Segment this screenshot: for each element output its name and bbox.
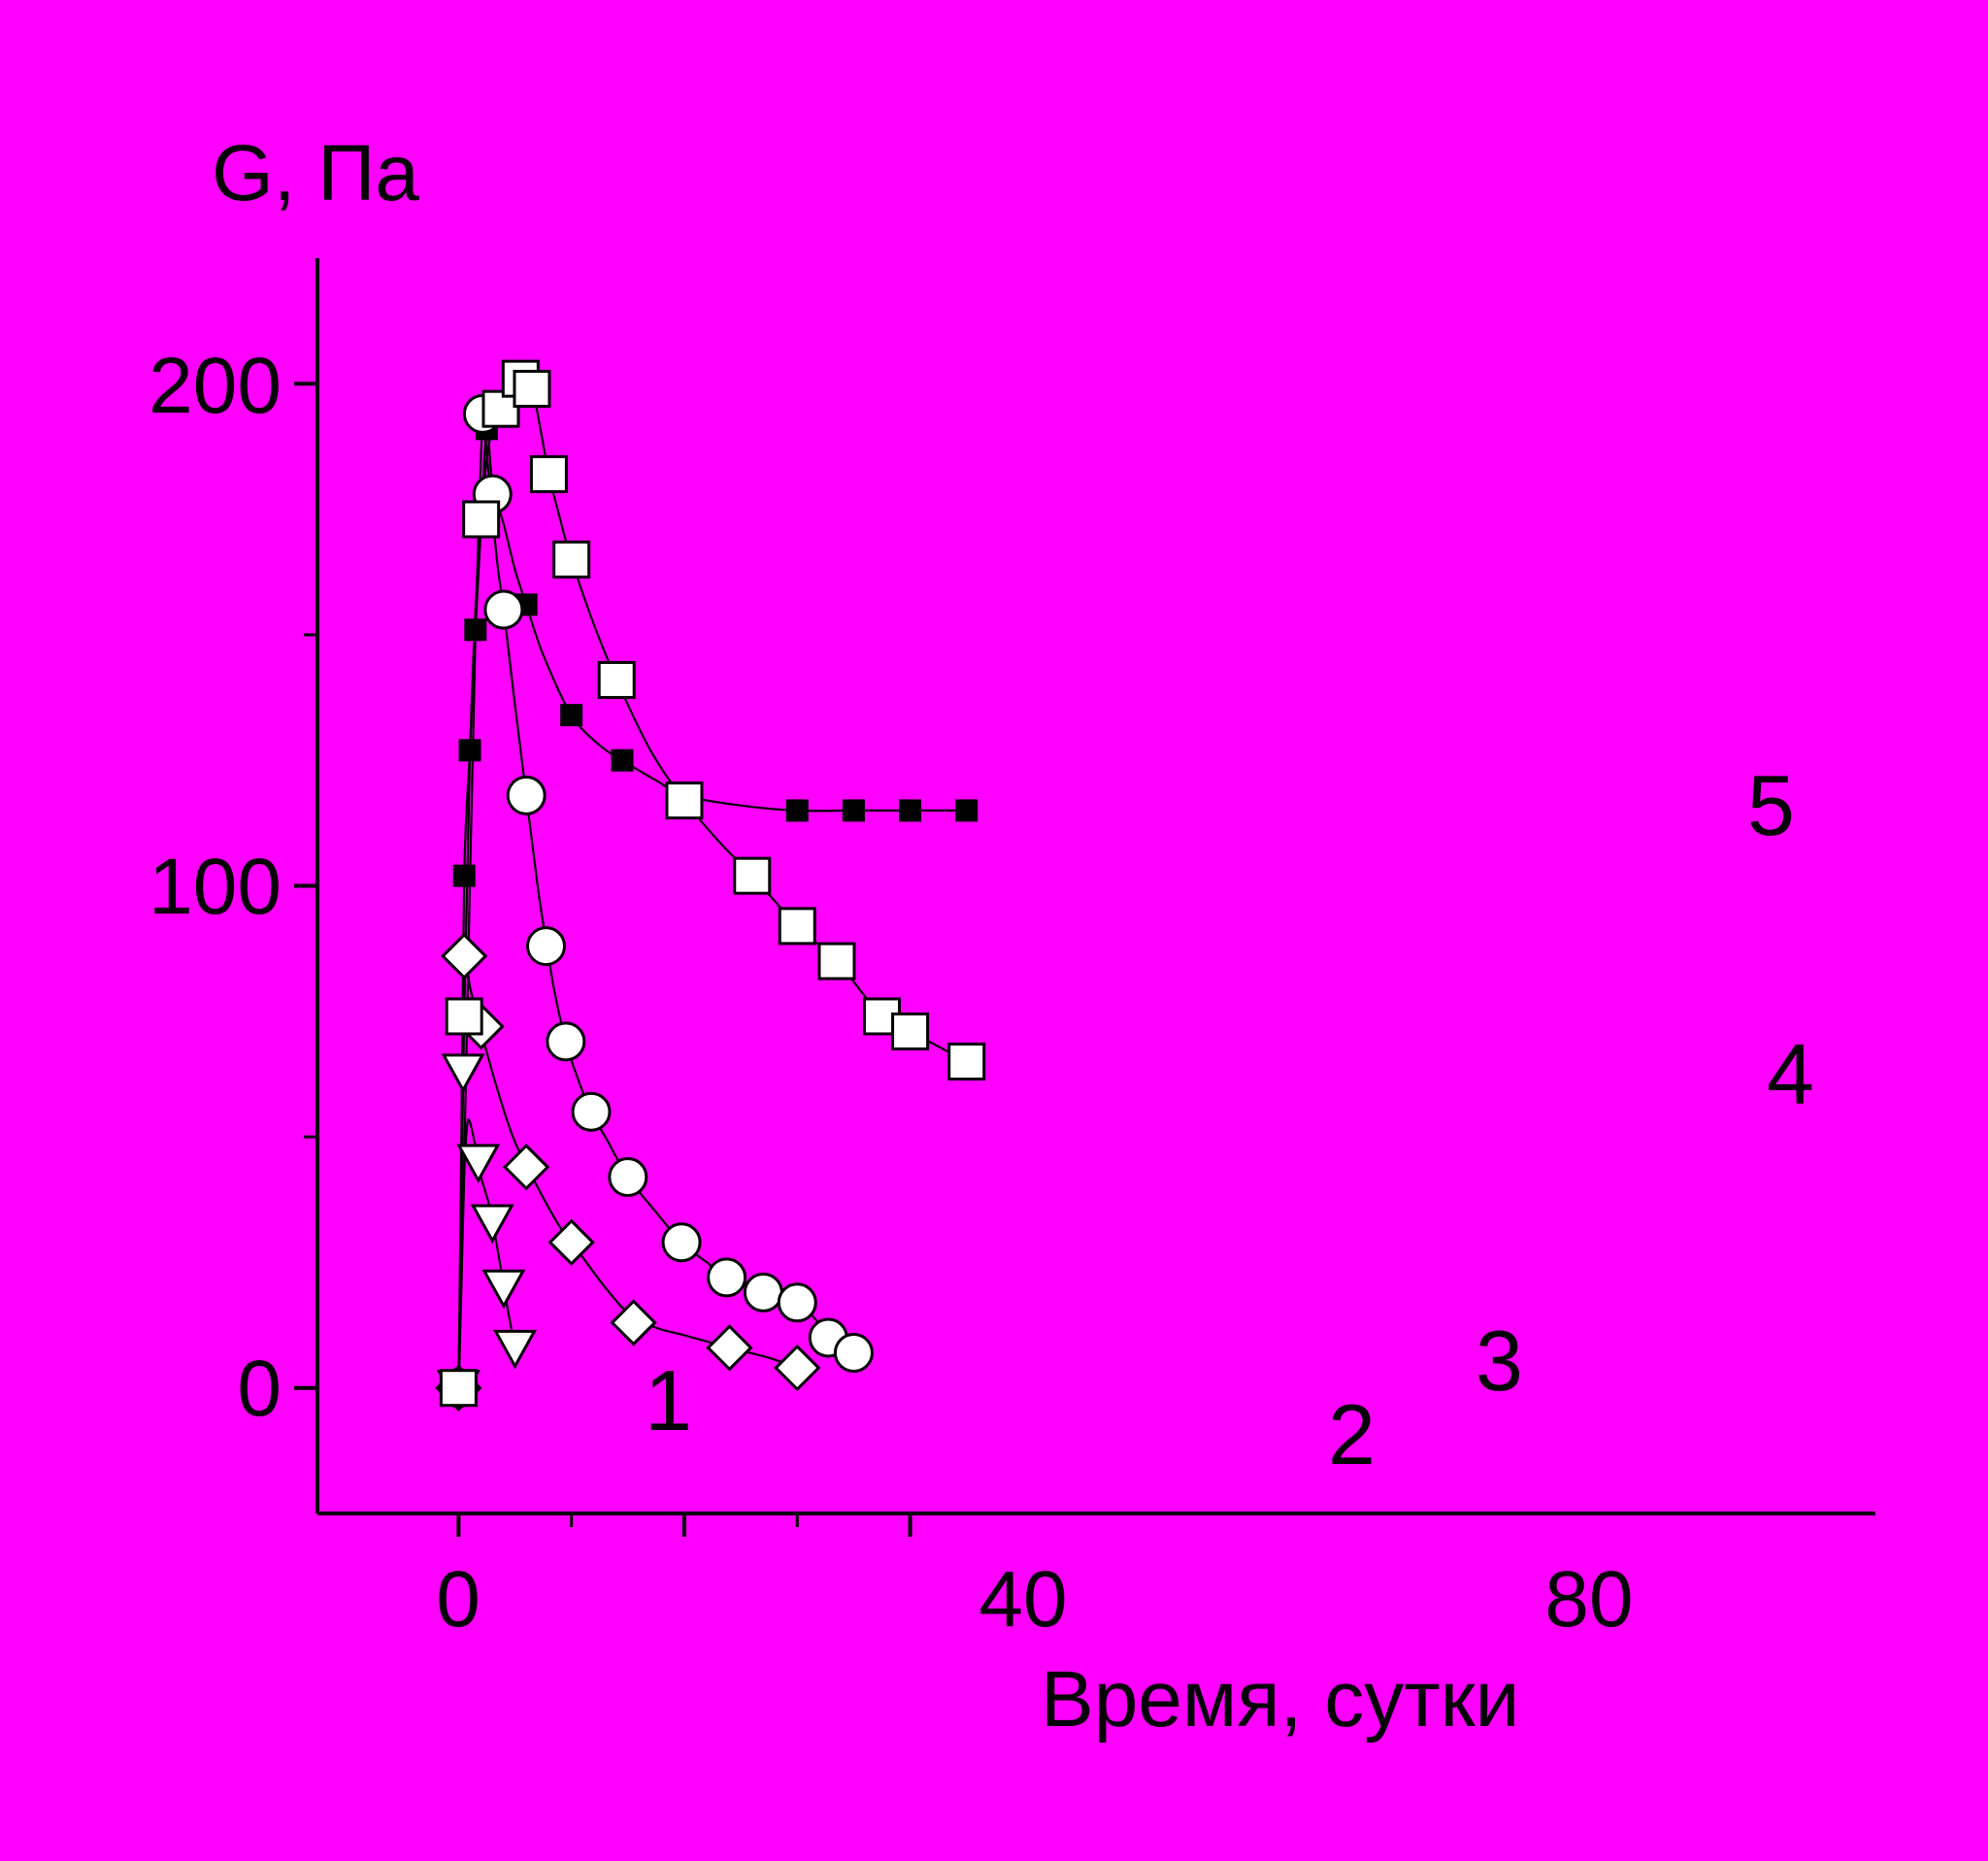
series-4-point-5 — [513, 369, 551, 408]
series-5-point-2 — [464, 618, 487, 642]
series-1-point-1 — [441, 1053, 485, 1093]
series-4-point-2 — [462, 500, 501, 539]
series-4-point-8 — [597, 660, 636, 699]
series-4-point-11 — [778, 907, 816, 946]
series-3-point-6 — [546, 1021, 586, 1062]
x-tick-label-80: 80 — [1544, 1555, 1633, 1644]
series-4-point-12 — [817, 942, 856, 980]
y-tick-label-100: 100 — [149, 843, 282, 931]
series-4-point-7 — [552, 540, 591, 579]
series-5-point-10 — [899, 799, 922, 822]
series-3-point-9 — [661, 1222, 702, 1263]
series-2-point-6 — [706, 1324, 753, 1372]
series-3-point-4 — [506, 775, 547, 815]
series-3-point-11 — [743, 1272, 783, 1313]
series-2-point-3 — [503, 1144, 550, 1191]
series-5-point-0 — [452, 864, 476, 887]
series-3-point-8 — [608, 1156, 648, 1197]
series-4-point-0 — [439, 1369, 478, 1408]
series-4-point-15 — [947, 1043, 986, 1081]
series-5-line — [457, 427, 967, 1388]
series-3-point-5 — [526, 926, 567, 967]
y-tick-label-0: 0 — [237, 1345, 282, 1433]
series-5-point-9 — [842, 799, 865, 822]
y-axis-title: G, Па — [212, 129, 419, 217]
series-2-point-4 — [547, 1218, 595, 1266]
series-5-point-5 — [560, 704, 583, 727]
series-label-4: 4 — [1767, 1026, 1814, 1122]
series-1-point-5 — [492, 1329, 538, 1370]
series-4-point-6 — [529, 454, 568, 493]
series-2-point-1 — [441, 932, 488, 980]
x-axis-title: Время, сутки — [1041, 1655, 1519, 1744]
series-1-point-2 — [456, 1144, 501, 1184]
series-5-point-1 — [458, 739, 481, 762]
series-4-point-1 — [445, 997, 483, 1036]
series-3-point-14 — [833, 1332, 874, 1373]
series-3-point-3 — [483, 589, 524, 630]
series-3-point-10 — [707, 1257, 747, 1298]
series-4-point-9 — [665, 781, 704, 820]
series-1-point-4 — [481, 1269, 526, 1310]
series-label-2: 2 — [1328, 1386, 1375, 1482]
series-5-point-8 — [785, 799, 809, 822]
series-2-point-5 — [610, 1299, 657, 1346]
y-tick-label-200: 200 — [149, 342, 282, 430]
series-4-point-14 — [891, 1012, 930, 1050]
x-tick-label-0: 0 — [436, 1555, 480, 1644]
series-5-point-11 — [955, 799, 978, 822]
series-4-point-10 — [733, 856, 772, 895]
series-label-5: 5 — [1747, 757, 1795, 853]
series-3-point-7 — [571, 1091, 612, 1132]
series-2-point-7 — [774, 1344, 821, 1392]
series-label-3: 3 — [1475, 1313, 1523, 1409]
x-tick-label-40: 40 — [978, 1555, 1067, 1644]
series-markers — [435, 359, 986, 1412]
series-label-1: 1 — [645, 1352, 692, 1448]
axis-ticks — [294, 382, 912, 1537]
series-5-point-6 — [611, 748, 634, 772]
series-3-point-12 — [777, 1282, 817, 1323]
series-1-point-3 — [470, 1204, 514, 1245]
